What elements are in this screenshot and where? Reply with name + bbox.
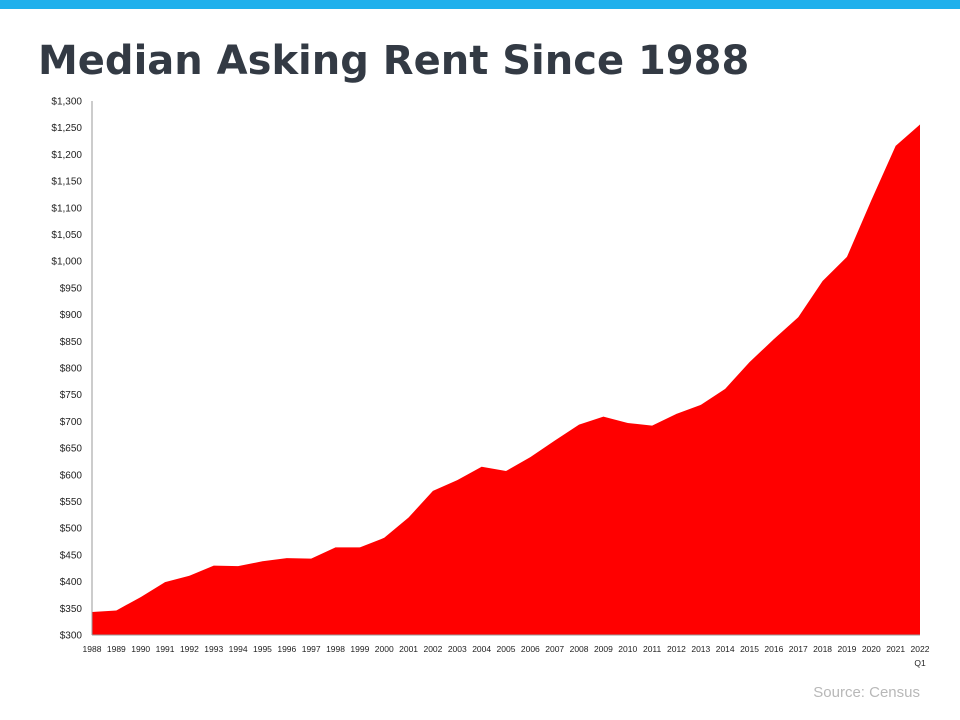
x-tick-label: 2001: [399, 644, 418, 654]
x-tick-label: 2012: [667, 644, 686, 654]
x-tick-label: 2022 Q1: [911, 644, 930, 668]
y-tick-label: $300: [60, 631, 83, 642]
x-tick-label: 2013: [691, 644, 710, 654]
y-tick-label: $400: [60, 577, 83, 588]
x-tick-label: 2015: [740, 644, 759, 654]
x-tick-label: 1996: [277, 644, 296, 654]
x-tick-label: 1998: [326, 644, 345, 654]
y-tick-label: $900: [60, 310, 83, 321]
y-tick-label: $700: [60, 417, 83, 428]
x-tick-label: 2006: [521, 644, 540, 654]
x-tick-label: 2016: [764, 644, 783, 654]
x-tick-label: 1989: [107, 644, 126, 654]
x-tick-label: 1999: [350, 644, 369, 654]
x-tick-label: 2010: [618, 644, 637, 654]
x-tick-label: 2014: [716, 644, 735, 654]
top-accent-bar: [0, 0, 960, 9]
y-tick-label: $1,100: [51, 203, 82, 214]
y-tick-label: $550: [60, 497, 83, 508]
x-tick-label: 2018: [813, 644, 832, 654]
x-tick-label: 2008: [570, 644, 589, 654]
y-tick-label: $800: [60, 364, 83, 375]
y-tick-label: $600: [60, 470, 83, 481]
x-tick-label: 2011: [643, 644, 662, 654]
page-title: Median Asking Rent Since 1988: [38, 38, 750, 84]
x-tick-label: 2021: [886, 644, 905, 654]
y-tick-label: $850: [60, 337, 83, 348]
x-tick-label: 1994: [229, 644, 248, 654]
y-tick-label: $1,200: [51, 150, 82, 161]
x-tick-label: 2017: [789, 644, 808, 654]
y-tick-label: $1,300: [51, 97, 82, 108]
y-tick-label: $750: [60, 390, 83, 401]
source-note: Source: Census: [813, 684, 920, 701]
x-tick-label: 1992: [180, 644, 199, 654]
x-tick-label: 2003: [448, 644, 467, 654]
x-tick-label: 2000: [375, 644, 394, 654]
y-tick-label: $500: [60, 524, 83, 535]
y-tick-label: $950: [60, 283, 83, 294]
y-tick-label: $1,250: [51, 123, 82, 134]
x-tick-label: 1991: [156, 644, 175, 654]
x-tick-label: 2019: [837, 644, 856, 654]
rent-area-series: [92, 124, 920, 635]
x-tick-label: 2002: [423, 644, 442, 654]
y-tick-label: $1,150: [51, 177, 82, 188]
x-tick-label: 2009: [594, 644, 613, 654]
x-tick-label: 2007: [545, 644, 564, 654]
y-tick-label: $650: [60, 444, 83, 455]
x-tick-label: 1990: [131, 644, 150, 654]
y-tick-label: $1,000: [51, 257, 82, 268]
x-tick-label: 2005: [497, 644, 516, 654]
x-tick-label: 1997: [302, 644, 321, 654]
x-tick-label: 2020: [862, 644, 881, 654]
x-tick-label: 1993: [204, 644, 223, 654]
y-tick-label: $350: [60, 604, 83, 615]
x-tick-label: 2004: [472, 644, 491, 654]
x-tick-label: 1988: [83, 644, 102, 654]
y-tick-label: $450: [60, 550, 83, 561]
x-tick-label: 1995: [253, 644, 272, 654]
y-tick-label: $1,050: [51, 230, 82, 241]
